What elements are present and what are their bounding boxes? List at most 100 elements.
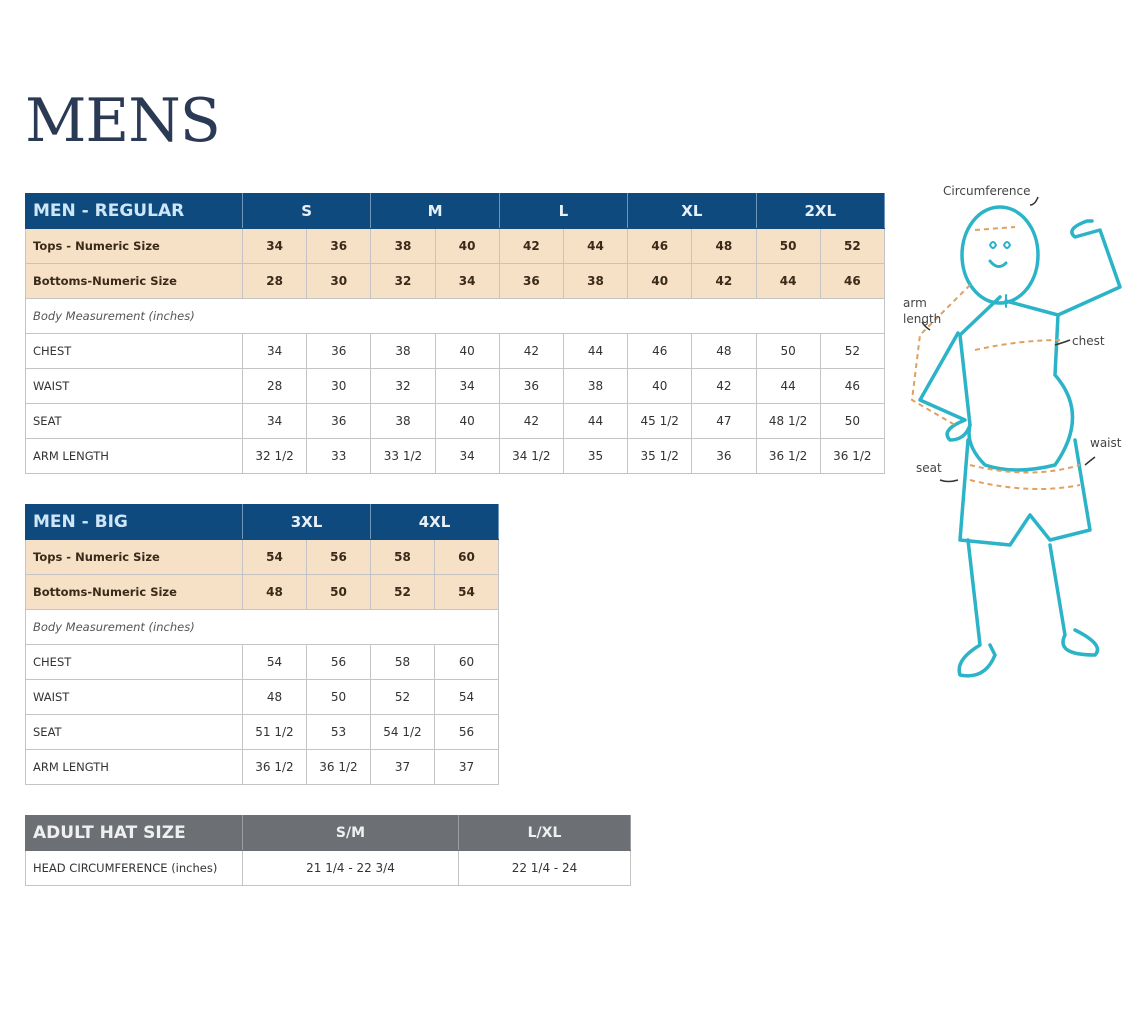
- measurement-cell: 60: [434, 644, 499, 680]
- measurement-cell: 36 1/2: [755, 438, 821, 474]
- table-title: ADULT HAT SIZE: [25, 815, 243, 851]
- tops-size-cell: 46: [627, 228, 693, 264]
- tops-size-cell: 56: [306, 539, 371, 575]
- measurement-cell: 34: [434, 438, 500, 474]
- body-measurement-note: Body Measurement (inches): [25, 298, 885, 334]
- chest-label: chest: [1072, 334, 1105, 348]
- row-label: HEAD CIRCUMFERENCE (inches): [25, 850, 243, 886]
- table-header-row: MEN - BIG 3XL 4XL: [25, 504, 499, 540]
- bottoms-size-cell: 40: [627, 263, 693, 299]
- measurement-cell: 52: [819, 333, 886, 369]
- size-header: M: [370, 193, 500, 229]
- bottoms-size-cell: 34: [434, 263, 500, 299]
- measurement-cell: 42: [498, 403, 564, 439]
- measurement-cell: 47: [691, 403, 757, 439]
- measurement-cell: 46: [819, 368, 886, 404]
- measurement-cell: 22 1/4 - 24: [458, 850, 631, 886]
- measurement-cell: 32: [370, 368, 436, 404]
- size-header: 4XL: [370, 504, 499, 540]
- body-measurement-figure: Circumference arm length chest waist sea…: [903, 184, 1122, 678]
- bottoms-size-cell: 48: [242, 574, 307, 610]
- measurement-row: CHEST 34 36 38 40 42 44 46 48 50 52: [25, 333, 886, 369]
- measurement-row: SEAT 34 36 38 40 42 44 45 1/2 47 48 1/2 50: [25, 403, 886, 439]
- measurement-row: WAIST 28 30 32 34 36 38 40 42 44 46: [25, 368, 886, 404]
- measurement-row: SEAT 51 1/2 53 54 1/2 56: [25, 714, 499, 750]
- tops-size-cell: 50: [755, 228, 821, 264]
- head-outline: [960, 205, 1040, 305]
- row-label: ARM LENGTH: [25, 749, 243, 785]
- measurement-cell: 40: [434, 403, 500, 439]
- body-measurement-note-row: Body Measurement (inches): [25, 609, 499, 645]
- measurement-cell: 48: [691, 333, 757, 369]
- size-header: S/M: [242, 815, 459, 851]
- measurement-cell: 54 1/2: [370, 714, 435, 750]
- bottoms-size-cell: 36: [498, 263, 564, 299]
- measurement-cell: 34 1/2: [498, 438, 564, 474]
- tops-size-cell: 38: [370, 228, 436, 264]
- measurement-cell: 30: [306, 368, 372, 404]
- measurement-cell: 44: [562, 403, 629, 439]
- arm-length-label-2: length: [903, 312, 941, 326]
- measurement-row: WAIST 48 50 52 54: [25, 679, 499, 715]
- measurement-cell: 46: [627, 333, 693, 369]
- chest-measure-line: [974, 339, 1061, 351]
- measurement-row: CHEST 54 56 58 60: [25, 644, 499, 680]
- men-regular-table: MEN - REGULAR S M L XL 2XL Tops - Numeric Size…: [25, 193, 886, 474]
- seat-label: seat: [916, 461, 942, 475]
- row-label: ARM LENGTH: [25, 438, 243, 474]
- tops-size-cell: 60: [434, 539, 499, 575]
- bottoms-row: Bottoms-Numeric Size 28 30 32 34 36 38 40 42 44 46: [25, 263, 886, 299]
- measurement-cell: 34: [434, 368, 500, 404]
- tops-size-cell: 54: [242, 539, 307, 575]
- bottoms-size-cell: 30: [306, 263, 372, 299]
- circumference-label: Circumference: [943, 184, 1031, 198]
- men-big-table: MEN - BIG 3XL 4XL Tops - Numeric Size 54 56 58…: [25, 504, 499, 785]
- measurement-cell: 48: [242, 679, 307, 715]
- row-label: Tops - Numeric Size: [25, 539, 243, 575]
- tops-size-cell: 42: [498, 228, 564, 264]
- tops-size-cell: 40: [434, 228, 500, 264]
- circumference-measure-line: [974, 226, 1016, 231]
- body-measurement-note: Body Measurement (inches): [25, 609, 499, 645]
- body-measurement-note-row: Body Measurement (inches): [25, 298, 885, 334]
- measurement-cell: 53: [306, 714, 371, 750]
- measurement-cell: 38: [370, 403, 436, 439]
- measurement-cell: 56: [306, 644, 371, 680]
- row-label: Tops - Numeric Size: [25, 228, 243, 264]
- tops-row: Tops - Numeric Size 34 36 38 40 42 44 46 48 50 52: [25, 228, 886, 264]
- row-label: SEAT: [25, 403, 243, 439]
- measurement-cell: 42: [498, 333, 564, 369]
- measurement-cell: 33 1/2: [370, 438, 436, 474]
- adult-hat-size-table: ADULT HAT SIZE S/M L/XL HEAD CIRCUMFERENCE …: [25, 815, 631, 886]
- arm-length-label: arm: [903, 296, 927, 310]
- measurement-cell: 50: [306, 679, 371, 715]
- bottoms-size-cell: 54: [434, 574, 499, 610]
- table-title: MEN - BIG: [25, 504, 243, 540]
- measurement-cell: 51 1/2: [242, 714, 307, 750]
- measurement-row: ARM LENGTH 36 1/2 36 1/2 37 37: [25, 749, 499, 785]
- row-label: WAIST: [25, 679, 243, 715]
- tops-size-cell: 44: [562, 228, 629, 264]
- measurement-cell: 40: [627, 368, 693, 404]
- row-label: CHEST: [25, 333, 243, 369]
- arm-length-measure-line: [910, 284, 971, 426]
- row-label: Bottoms-Numeric Size: [25, 263, 243, 299]
- tops-size-cell: 52: [819, 228, 886, 264]
- bottoms-size-cell: 42: [691, 263, 757, 299]
- size-header: L/XL: [458, 815, 631, 851]
- size-header: XL: [627, 193, 757, 229]
- bottoms-size-cell: 50: [306, 574, 371, 610]
- measurement-cell: 44: [755, 368, 821, 404]
- tops-size-cell: 34: [241, 228, 308, 264]
- table-title: MEN - REGULAR: [25, 193, 243, 229]
- size-header: L: [498, 193, 629, 229]
- measurement-cell: 35 1/2: [627, 438, 693, 474]
- measurement-cell: 45 1/2: [627, 403, 693, 439]
- measurement-cell: 21 1/4 - 22 3/4: [242, 850, 459, 886]
- measurement-cell: 52: [370, 679, 435, 715]
- table-header-row: ADULT HAT SIZE S/M L/XL: [25, 815, 631, 851]
- bottoms-size-cell: 28: [241, 263, 308, 299]
- tops-size-cell: 58: [370, 539, 435, 575]
- measurement-cell: 36 1/2: [819, 438, 886, 474]
